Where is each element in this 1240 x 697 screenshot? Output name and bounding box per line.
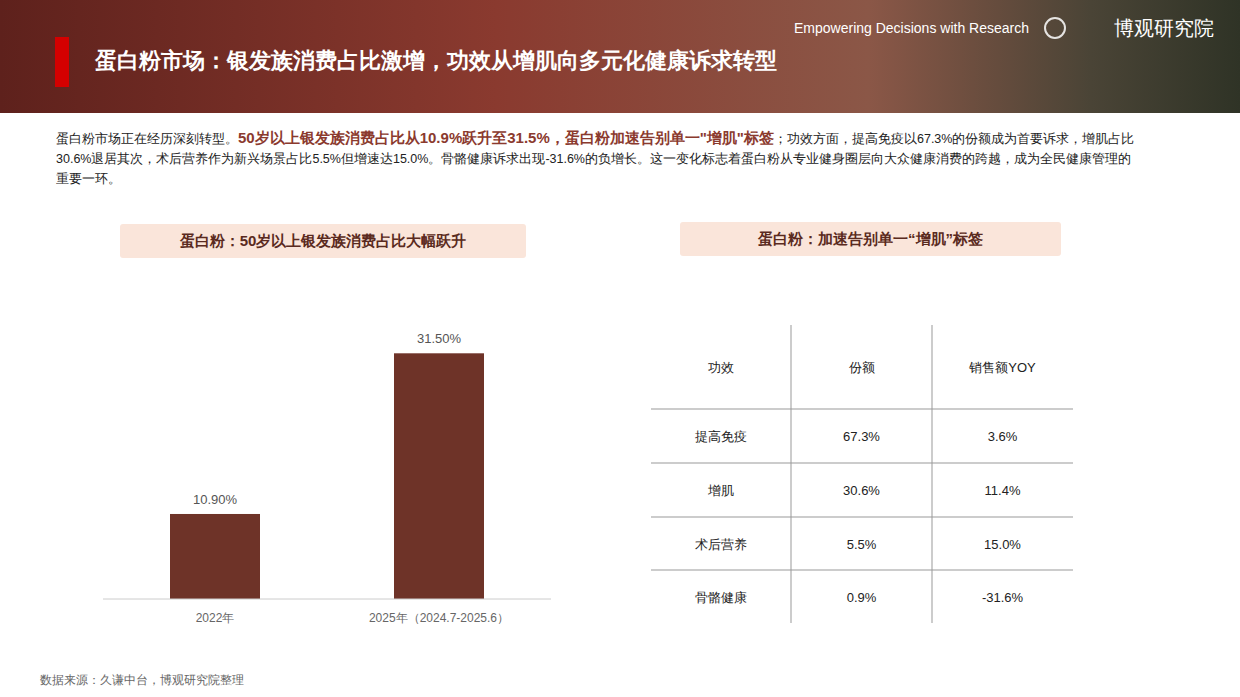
brand: 博观研究院 bbox=[1114, 15, 1214, 41]
table-row-line bbox=[651, 409, 1073, 410]
table-header: 份额 bbox=[849, 360, 875, 375]
table-cell: 增肌 bbox=[707, 483, 734, 498]
bar bbox=[394, 353, 484, 599]
table-col-line bbox=[932, 325, 933, 623]
table-cell: 0.9% bbox=[847, 590, 877, 605]
table-cell: 15.0% bbox=[984, 537, 1021, 552]
table-cell: 5.5% bbox=[847, 537, 877, 552]
source: 数据来源：久谦中台，博观研究院整理 bbox=[40, 672, 244, 688]
table-header: 销售额YOY bbox=[968, 360, 1036, 375]
table-header: 功效 bbox=[708, 360, 734, 375]
title-accent bbox=[55, 37, 69, 87]
table-cell: 3.6% bbox=[988, 429, 1018, 444]
intro-text: 50岁以上银发族消费占比从10.9%跃升至31.5%，蛋白粉加速告别单一"增肌"… bbox=[238, 129, 774, 146]
x-axis bbox=[103, 599, 551, 600]
page-title: 蛋白粉市场：银发族消费占比激增，功效从增肌向多元化健康诉求转型 bbox=[95, 46, 855, 76]
table-cell: 67.3% bbox=[843, 429, 880, 444]
table-title: 蛋白粉：加速告别单一“增肌”标签 bbox=[680, 222, 1061, 256]
table-cell: 骨骼健康 bbox=[695, 590, 747, 605]
data-label: 31.50% bbox=[417, 331, 462, 346]
intro-text: 蛋白粉市场正在经历深刻转型。 bbox=[56, 132, 238, 146]
logo-icon bbox=[1044, 17, 1066, 39]
table: 功效 份额 销售额YOY 提高免疫 67.3% 3.6% 增肌 30.6% 11.4% 术后营养 5… bbox=[651, 325, 1073, 623]
table-cell: 30.6% bbox=[843, 483, 880, 498]
x-tick-label: 2022年 bbox=[196, 611, 235, 625]
table-cell: 术后营养 bbox=[695, 537, 747, 552]
x-tick-label: 2025年（2024.7-2025.6） bbox=[369, 611, 509, 625]
table-col-line bbox=[791, 325, 792, 623]
page: 蛋白粉市场：银发族消费占比激增，功效从增肌向多元化健康诉求转型 Empowerin… bbox=[0, 0, 1240, 697]
bars bbox=[170, 353, 484, 599]
bar bbox=[170, 514, 260, 599]
intro: 蛋白粉市场正在经历深刻转型。50岁以上银发族消费占比从10.9%跃升至31.5%… bbox=[56, 128, 1141, 189]
table-row-line bbox=[651, 570, 1073, 571]
table-cell: 提高免疫 bbox=[695, 429, 747, 444]
chart-svg: 10.90% 2022年 31.50% 2025年（2024.7-2025.6） 功效 份… bbox=[0, 0, 1240, 697]
chart-title: 蛋白粉：50岁以上银发族消费占比大幅跃升 bbox=[120, 224, 526, 258]
table-row-line bbox=[651, 517, 1073, 518]
tagline: Empowering Decisions with Research bbox=[794, 19, 1029, 37]
data-label: 10.90% bbox=[193, 492, 238, 507]
table-cell: -31.6% bbox=[982, 590, 1024, 605]
table-cell: 11.4% bbox=[985, 483, 1021, 498]
table-row-line bbox=[651, 463, 1073, 464]
